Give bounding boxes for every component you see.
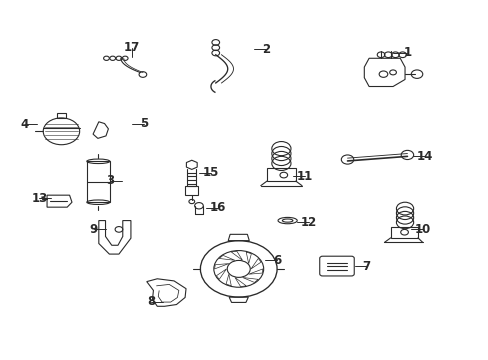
Text: 11: 11: [296, 170, 312, 183]
Text: 13: 13: [31, 192, 47, 205]
Text: 4: 4: [21, 118, 29, 131]
Text: 3: 3: [106, 174, 114, 187]
Text: 12: 12: [301, 216, 317, 229]
Text: 14: 14: [416, 149, 432, 162]
Text: 15: 15: [203, 166, 219, 179]
Text: 2: 2: [262, 43, 269, 56]
Text: 16: 16: [209, 201, 226, 214]
Text: 17: 17: [123, 41, 140, 54]
Text: 8: 8: [146, 295, 155, 308]
Text: 10: 10: [414, 223, 430, 236]
Text: 1: 1: [403, 46, 411, 59]
Text: 7: 7: [362, 260, 370, 273]
Text: 6: 6: [272, 254, 281, 267]
Text: 5: 5: [140, 117, 148, 130]
Text: 9: 9: [89, 223, 98, 236]
